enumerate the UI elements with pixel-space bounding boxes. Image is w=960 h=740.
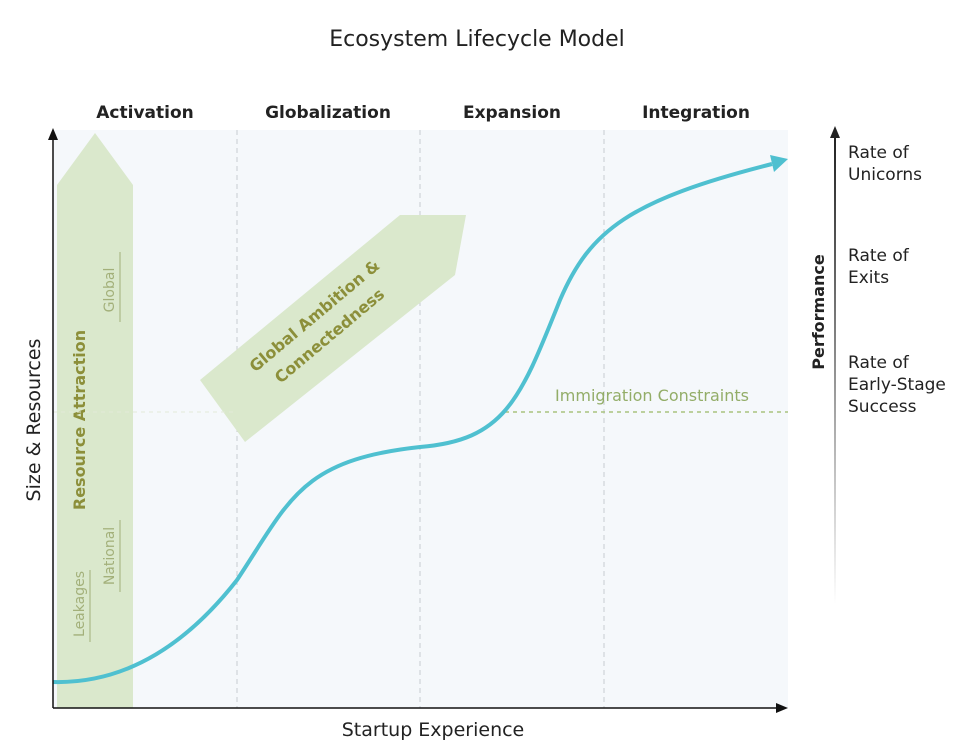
resource-label: Resource Attraction <box>70 330 89 510</box>
performance-level: Rate of <box>848 353 910 373</box>
performance-level: Unicorns <box>848 165 922 185</box>
phase-label: Integration <box>642 103 750 123</box>
ambition-arrow <box>200 215 466 442</box>
growth-curve <box>52 162 773 685</box>
x-axis-head <box>776 703 788 713</box>
performance-level: Early-Stage <box>848 375 946 395</box>
y-axis-label: Size & Resources <box>23 339 45 502</box>
phase-label: Expansion <box>463 103 561 123</box>
curve-arrowhead <box>770 155 788 172</box>
performance-level: Rate of <box>848 246 910 266</box>
performance-level: Rate of <box>848 143 910 163</box>
national-label: National <box>102 527 118 585</box>
leakages-label: Leakages <box>72 571 88 637</box>
resource-arrow <box>57 133 133 708</box>
performance-axis <box>834 136 836 604</box>
performance-axis-head <box>830 126 840 138</box>
performance-level: Exits <box>848 268 889 288</box>
title: Ecosystem Lifecycle Model <box>329 27 625 52</box>
y-axis-head <box>48 128 58 140</box>
constraint-label: Immigration Constraints <box>555 386 749 405</box>
x-axis-label: Startup Experience <box>342 719 525 740</box>
phase-label: Globalization <box>265 103 391 123</box>
performance-level: Success <box>848 397 917 417</box>
performance-label: Performance <box>809 254 828 370</box>
global-label: Global <box>102 268 118 313</box>
phase-label: Activation <box>96 103 193 123</box>
